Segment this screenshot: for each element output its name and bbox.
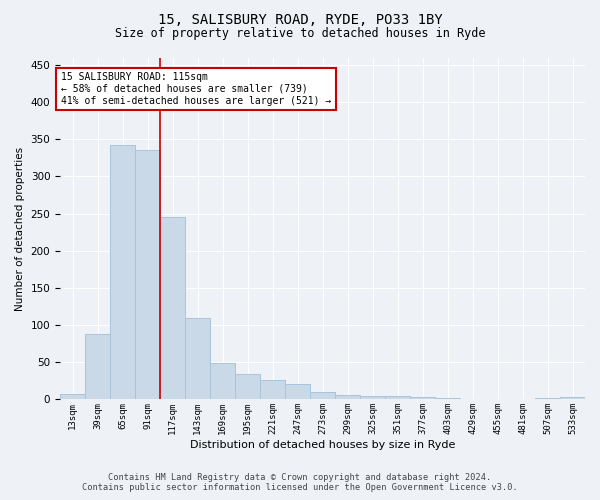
- Bar: [360, 396, 385, 400]
- Bar: [235, 374, 260, 400]
- Text: 15 SALISBURY ROAD: 115sqm
← 58% of detached houses are smaller (739)
41% of semi: 15 SALISBURY ROAD: 115sqm ← 58% of detac…: [61, 72, 331, 106]
- Text: Size of property relative to detached houses in Ryde: Size of property relative to detached ho…: [115, 28, 485, 40]
- Bar: [485, 398, 510, 400]
- Bar: [160, 218, 185, 400]
- Bar: [185, 318, 210, 400]
- Bar: [385, 396, 410, 400]
- X-axis label: Distribution of detached houses by size in Ryde: Distribution of detached houses by size …: [190, 440, 455, 450]
- Bar: [285, 384, 310, 400]
- Bar: [260, 380, 285, 400]
- Bar: [410, 397, 435, 400]
- Text: 15, SALISBURY ROAD, RYDE, PO33 1BY: 15, SALISBURY ROAD, RYDE, PO33 1BY: [158, 12, 442, 26]
- Text: Contains HM Land Registry data © Crown copyright and database right 2024.
Contai: Contains HM Land Registry data © Crown c…: [82, 473, 518, 492]
- Bar: [135, 150, 160, 400]
- Bar: [560, 397, 585, 400]
- Bar: [435, 398, 460, 400]
- Bar: [310, 392, 335, 400]
- Bar: [335, 395, 360, 400]
- Bar: [535, 398, 560, 400]
- Bar: [85, 334, 110, 400]
- Bar: [110, 145, 135, 400]
- Bar: [210, 363, 235, 400]
- Bar: [60, 394, 85, 400]
- Y-axis label: Number of detached properties: Number of detached properties: [15, 146, 25, 310]
